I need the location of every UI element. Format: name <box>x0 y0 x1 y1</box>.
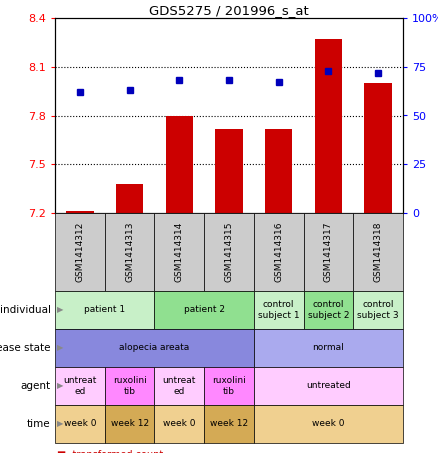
Text: ▶: ▶ <box>57 381 64 390</box>
Text: time: time <box>27 419 51 429</box>
Text: week 0: week 0 <box>64 419 96 429</box>
Text: untreated: untreated <box>306 381 351 390</box>
Text: ruxolini
tib: ruxolini tib <box>113 376 146 396</box>
Bar <box>215 129 243 213</box>
Text: untreat
ed: untreat ed <box>162 376 196 396</box>
Text: ▶: ▶ <box>57 343 64 352</box>
Bar <box>66 212 94 213</box>
Bar <box>265 129 293 213</box>
Text: control
subject 3: control subject 3 <box>357 300 399 320</box>
Text: GSM1414315: GSM1414315 <box>225 222 233 282</box>
Text: disease state: disease state <box>0 343 51 353</box>
Text: untreat
ed: untreat ed <box>63 376 96 396</box>
Text: week 0: week 0 <box>312 419 345 429</box>
Text: GSM1414312: GSM1414312 <box>75 222 85 282</box>
Bar <box>166 116 193 213</box>
Text: ▶: ▶ <box>57 419 64 429</box>
Text: GSM1414318: GSM1414318 <box>374 222 383 282</box>
Text: patient 2: patient 2 <box>184 305 225 314</box>
Text: normal: normal <box>313 343 344 352</box>
Text: GSM1414316: GSM1414316 <box>274 222 283 282</box>
Text: GSM1414317: GSM1414317 <box>324 222 333 282</box>
Text: alopecia areata: alopecia areata <box>119 343 190 352</box>
Text: agent: agent <box>21 381 51 391</box>
Text: GSM1414313: GSM1414313 <box>125 222 134 282</box>
Text: patient 1: patient 1 <box>84 305 125 314</box>
Text: individual: individual <box>0 305 51 315</box>
Text: control
subject 2: control subject 2 <box>307 300 349 320</box>
Text: week 12: week 12 <box>110 419 148 429</box>
Text: GSM1414314: GSM1414314 <box>175 222 184 282</box>
Title: GDS5275 / 201996_s_at: GDS5275 / 201996_s_at <box>149 4 309 17</box>
Text: week 0: week 0 <box>163 419 195 429</box>
Text: control
subject 1: control subject 1 <box>258 300 300 320</box>
Text: week 12: week 12 <box>210 419 248 429</box>
Bar <box>364 83 392 213</box>
Text: ▶: ▶ <box>57 305 64 314</box>
Text: ruxolini
tib: ruxolini tib <box>212 376 246 396</box>
Bar <box>315 39 342 213</box>
Text: ■  transformed count: ■ transformed count <box>57 450 163 453</box>
Bar <box>116 184 143 213</box>
